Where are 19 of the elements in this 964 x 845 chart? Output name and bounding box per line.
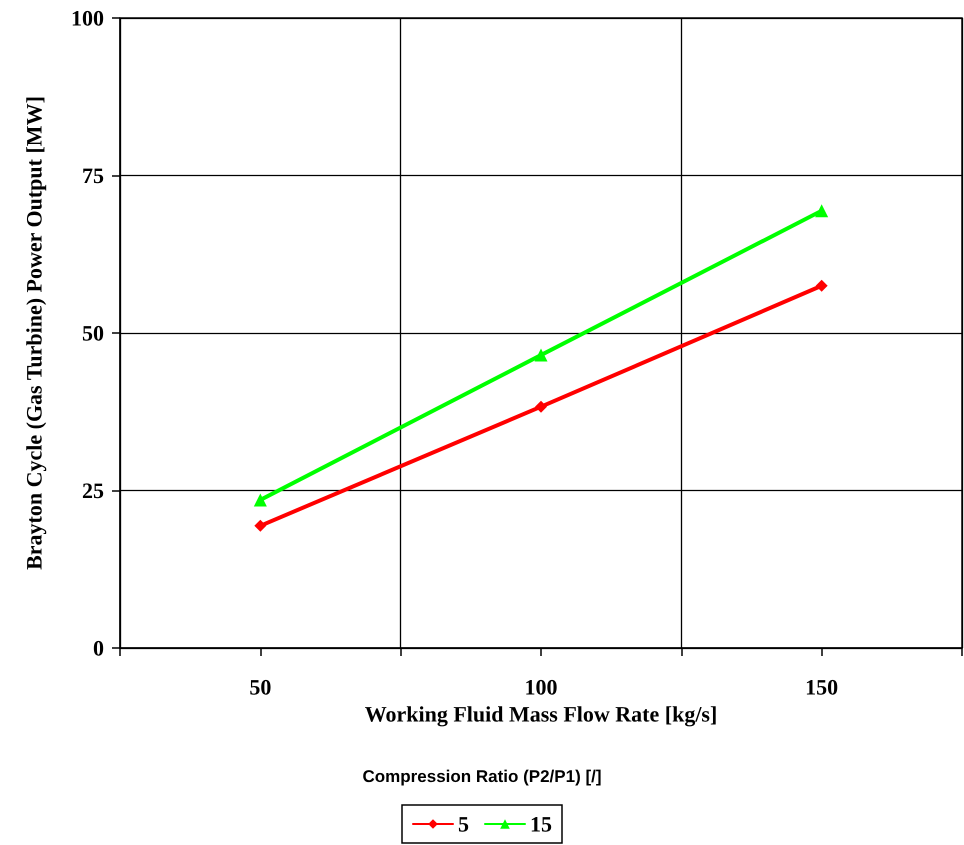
x-tick-label: 50 bbox=[249, 674, 272, 700]
y-tick-label: 0 bbox=[93, 636, 104, 660]
y-axis-title: Brayton Cycle (Gas Turbine) Power Output [MW] bbox=[22, 96, 46, 570]
point bbox=[535, 400, 547, 413]
x-tick-label: 100 bbox=[524, 674, 558, 700]
legend-label: 15 bbox=[530, 812, 552, 836]
point bbox=[534, 348, 548, 362]
point bbox=[254, 493, 267, 506]
x-axis-title: Working Fluid Mass Flow Rate [kg/s] bbox=[364, 702, 718, 726]
y-tick-label: 50 bbox=[82, 320, 104, 346]
x-tick-label: 150 bbox=[805, 674, 838, 700]
y-tick-label: 100 bbox=[71, 6, 104, 30]
point bbox=[815, 204, 828, 218]
legend-label: 5 bbox=[458, 812, 469, 836]
legend-title: Compression Ratio (P2/P1) [/] bbox=[362, 767, 602, 786]
point bbox=[254, 520, 266, 532]
point bbox=[816, 280, 828, 292]
y-tick-label: 75 bbox=[82, 163, 104, 188]
y-tick-label: 25 bbox=[82, 478, 104, 503]
